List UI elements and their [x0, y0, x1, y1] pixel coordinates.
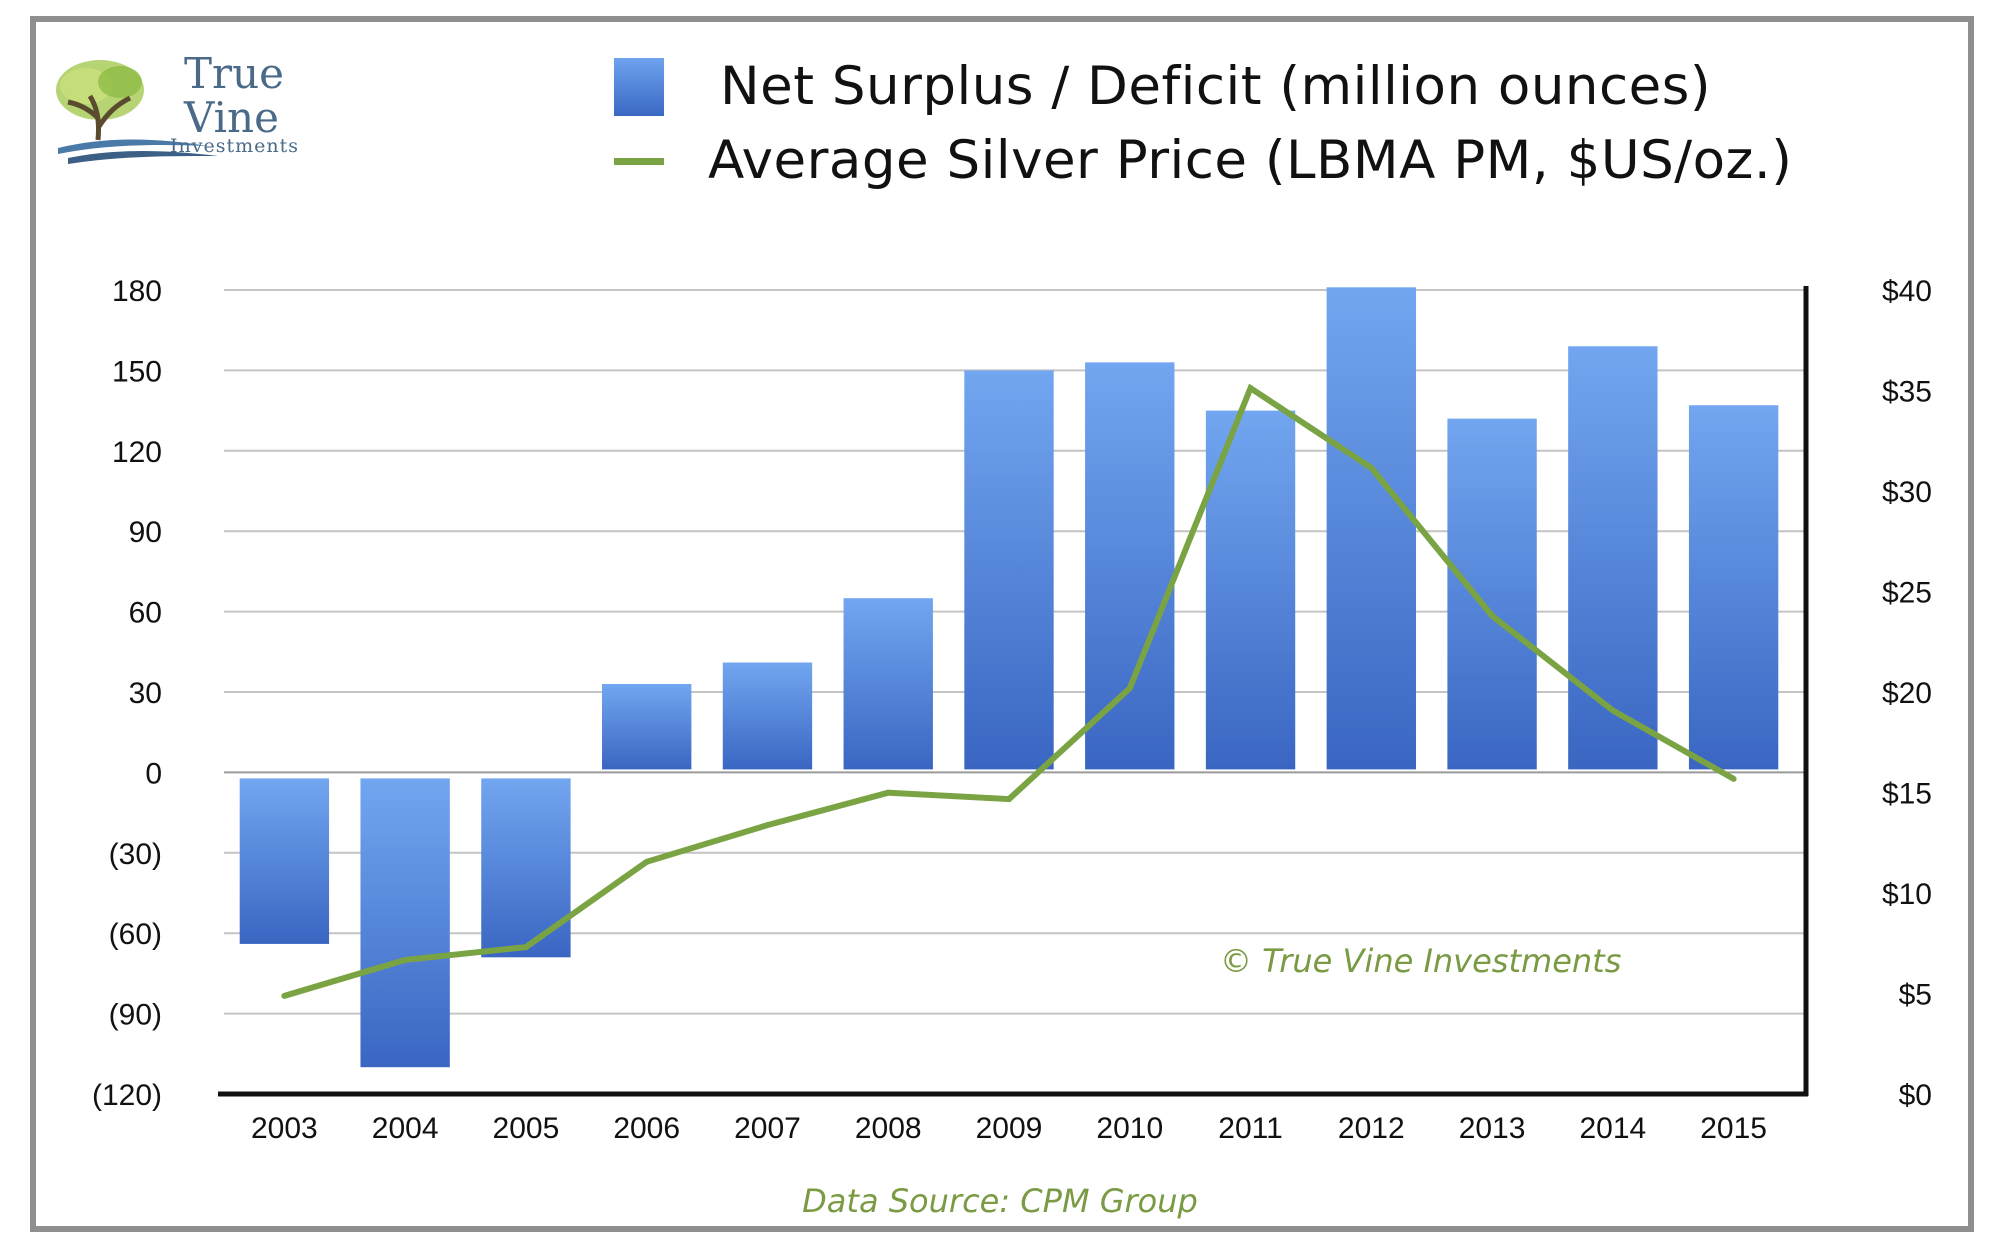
legend-item-line: Average Silver Price (LBMA PM, $US/oz.) [614, 130, 1792, 191]
x-tick-label: 2008 [855, 1112, 922, 1145]
x-tick-label: 2014 [1579, 1112, 1646, 1145]
bar-2005 [481, 778, 571, 958]
left-tick-label: (120) [92, 1079, 162, 1112]
price-point-2014 [1609, 707, 1616, 714]
right-tick-label: $10 [1882, 878, 1932, 911]
logo-line-1: True [184, 49, 284, 98]
watermark-text: © True Vine Investments [1220, 942, 1622, 980]
logo-line-3: Investments [170, 135, 299, 157]
left-tick-label: (30) [109, 838, 162, 871]
price-point-2012 [1368, 464, 1375, 471]
left-tick-label: 30 [129, 677, 162, 710]
price-point-2005 [522, 944, 529, 951]
data-source-text: Data Source: CPM Group [802, 1182, 1198, 1220]
right-tick-label: $15 [1882, 778, 1932, 811]
x-tick-label: 2003 [251, 1112, 318, 1145]
price-point-2004 [402, 956, 409, 963]
bar-2013 [1447, 418, 1537, 770]
logo: True Vine Investments [56, 49, 299, 164]
x-tick-label: 2005 [493, 1112, 560, 1145]
x-tick-label: 2004 [372, 1112, 439, 1145]
bar-2006 [602, 683, 692, 770]
price-line-series [281, 383, 1737, 999]
legend-line-swatch [614, 158, 664, 165]
price-point-2010 [1126, 685, 1133, 692]
right-tick-label: $40 [1882, 275, 1932, 308]
x-axis-ticks: 2003 2004 2005 2006 2007 2008 2009 2010 2011 2012… [251, 1112, 1767, 1145]
left-tick-label: 0 [145, 757, 162, 790]
right-tick-label: $30 [1882, 476, 1932, 509]
price-point-2009 [1006, 796, 1012, 803]
right-axis-ticks: $40 $35 $30 $25 $20 $15 $10 $5 $0 [1882, 275, 1932, 1112]
legend-bar-swatch [614, 57, 664, 116]
legend-item-bars: Net Surplus / Deficit (million ounces) [614, 56, 1711, 117]
bar-2011 [1205, 410, 1296, 770]
right-tick-label: $5 [1899, 979, 1932, 1012]
left-tick-label: (90) [109, 999, 162, 1032]
x-tick-label: 2010 [1096, 1112, 1163, 1145]
price-point-2011 [1247, 385, 1254, 392]
left-tick-label: 120 [112, 436, 162, 469]
right-tick-label: $0 [1899, 1079, 1932, 1112]
right-tick-label: $35 [1882, 376, 1932, 409]
x-tick-label: 2007 [734, 1112, 801, 1145]
axes [218, 286, 1809, 1097]
price-point-2015 [1730, 775, 1737, 782]
legend-bar-label: Net Surplus / Deficit (million ounces) [720, 56, 1712, 117]
left-tick-label: 60 [129, 597, 162, 630]
bar-series [239, 287, 1779, 1068]
bar-2003 [239, 778, 330, 944]
x-tick-label: 2006 [613, 1112, 680, 1145]
tree-icon [56, 60, 218, 164]
bar-2008 [843, 598, 933, 770]
bar-2004 [360, 778, 450, 1068]
left-tick-label: (60) [109, 918, 162, 951]
bar-2015 [1688, 405, 1779, 770]
left-tick-label: 180 [112, 275, 162, 308]
price-point-2013 [1489, 612, 1496, 619]
right-tick-label: $25 [1882, 577, 1932, 610]
price-point-2007 [764, 822, 771, 829]
right-tick-label: $20 [1882, 677, 1932, 710]
x-tick-label: 2012 [1338, 1112, 1405, 1145]
logo-line-2: Vine [183, 93, 279, 142]
price-point-2008 [885, 789, 892, 796]
bar-2009 [964, 370, 1054, 770]
left-axis-ticks: 180 150 120 90 60 30 0 (30) (60) (90) (120) [92, 275, 162, 1112]
bar-2014 [1568, 346, 1658, 770]
bar-2012 [1326, 287, 1416, 770]
x-tick-label: 2011 [1218, 1112, 1283, 1145]
bar-2010 [1085, 362, 1175, 770]
x-tick-label: 2009 [976, 1112, 1043, 1145]
legend-line-label: Average Silver Price (LBMA PM, $US/oz.) [708, 130, 1793, 191]
x-tick-label: 2013 [1459, 1112, 1526, 1145]
left-tick-label: 150 [112, 355, 162, 388]
x-tick-label: 2015 [1700, 1112, 1767, 1145]
price-point-2006 [643, 858, 650, 865]
left-tick-label: 90 [129, 516, 162, 549]
bar-2007 [722, 662, 813, 770]
price-point-2003 [281, 992, 288, 999]
